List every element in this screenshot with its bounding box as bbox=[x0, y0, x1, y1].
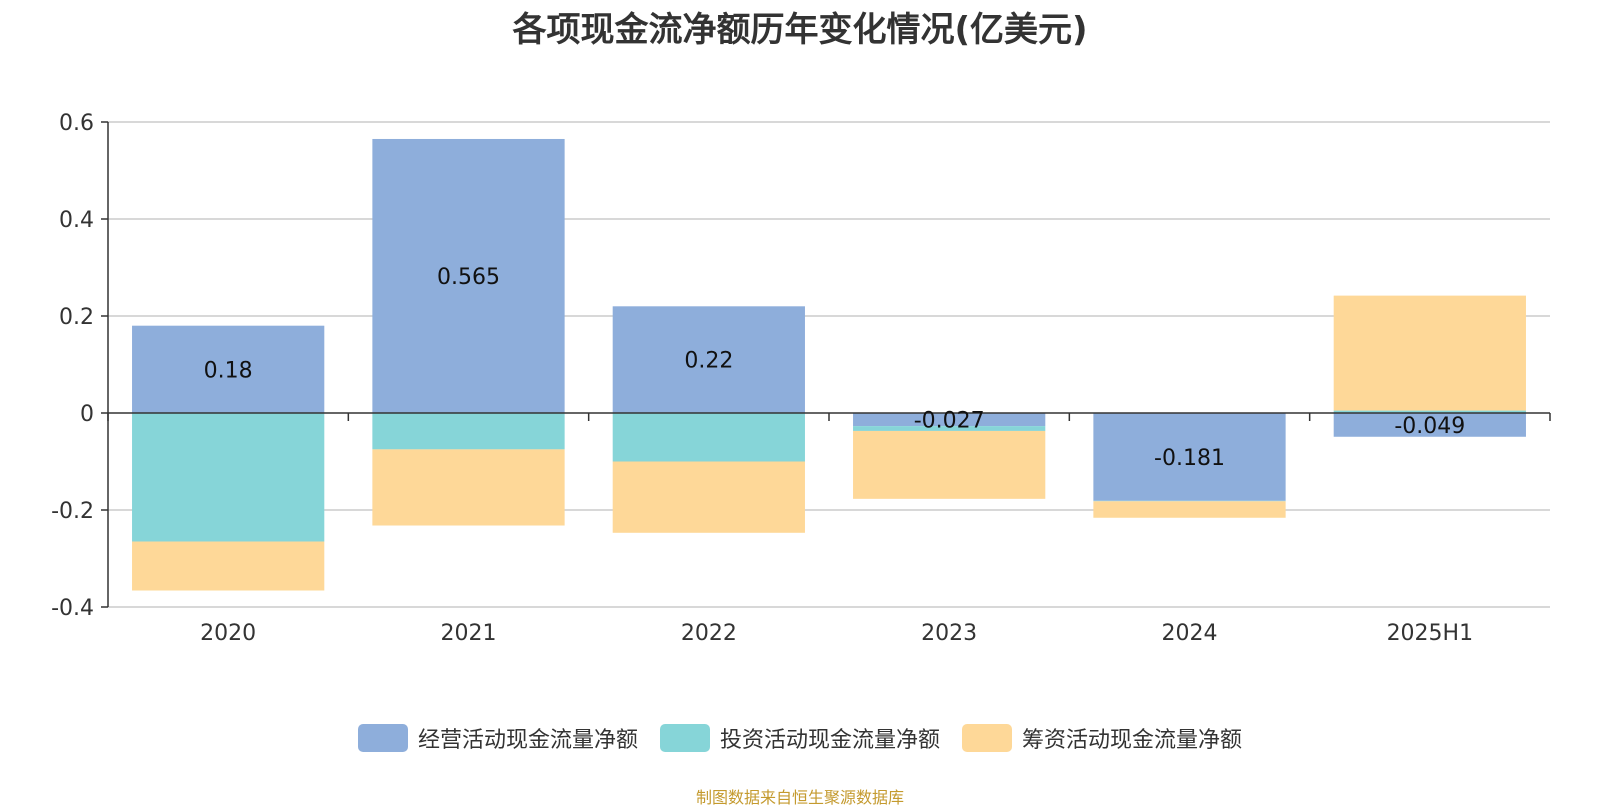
x-tick-label: 2023 bbox=[921, 621, 977, 646]
y-tick-label: 0.2 bbox=[59, 305, 94, 330]
bar-segment bbox=[372, 413, 565, 450]
bar-segment bbox=[1093, 413, 1286, 501]
bar-segment bbox=[1333, 410, 1526, 413]
x-tick-label: 2025H1 bbox=[1387, 621, 1474, 646]
legend-swatch bbox=[659, 724, 710, 752]
legend-swatch bbox=[962, 724, 1012, 752]
y-tick-label: -0.4 bbox=[51, 596, 94, 621]
bar-segment bbox=[1093, 501, 1286, 518]
x-tick-label: 2021 bbox=[441, 621, 497, 646]
bar-segment bbox=[853, 426, 1046, 431]
chart-plot: 0.6 0.4 0.2 0 -0.2 -0.4 0.18 0.565 0.22 -0.027 -0.… bbox=[51, 111, 1551, 646]
data-label: 0.565 bbox=[437, 265, 500, 290]
y-tick-label: 0 bbox=[80, 402, 94, 427]
x-tick-label: 2024 bbox=[1162, 621, 1218, 646]
legend-label: 筹资活动现金流量净额 bbox=[1022, 728, 1243, 753]
legend-label: 经营活动现金流量净额 bbox=[417, 728, 638, 753]
x-tick-label: 2020 bbox=[200, 621, 256, 646]
bar-segment bbox=[372, 138, 565, 413]
bar-segment bbox=[612, 306, 805, 413]
x-tick-label: 2022 bbox=[681, 621, 737, 646]
legend-swatch bbox=[357, 724, 408, 752]
bar-segment bbox=[372, 449, 565, 526]
data-label: 0.22 bbox=[684, 349, 733, 374]
bar-segment bbox=[853, 413, 1046, 427]
legend-item[interactable]: 筹资活动现金流量净额 bbox=[962, 722, 1242, 754]
bar-segment bbox=[132, 413, 325, 542]
chart-title: 各项现金流净额历年变化情况(亿美元) bbox=[512, 10, 1088, 50]
bar-segment bbox=[1333, 413, 1526, 437]
legend-label: 投资活动现金流量净额 bbox=[719, 728, 940, 753]
legend: 经营活动现金流量净额 投资活动现金流量净额 筹资活动现金流量净额 bbox=[0, 722, 1600, 754]
legend-item[interactable]: 投资活动现金流量净额 bbox=[659, 722, 940, 754]
bar-segment bbox=[612, 461, 805, 533]
source-note: 制图数据来自恒生聚源数据库 bbox=[695, 788, 904, 807]
y-tick-label: 0.6 bbox=[59, 111, 94, 136]
y-tick-label: -0.2 bbox=[51, 499, 94, 524]
data-label: -0.181 bbox=[1154, 446, 1225, 471]
data-label: -0.049 bbox=[1394, 414, 1465, 439]
data-label: 0.18 bbox=[204, 358, 253, 383]
legend-item[interactable]: 经营活动现金流量净额 bbox=[357, 722, 638, 754]
bar-segment bbox=[853, 430, 1046, 499]
y-tick-label: 0.4 bbox=[59, 208, 94, 233]
bar-segment bbox=[612, 413, 805, 462]
bar-segment bbox=[132, 325, 325, 413]
bar-segment bbox=[1093, 500, 1286, 502]
bar-segment bbox=[132, 541, 325, 591]
bar-segment bbox=[1333, 295, 1526, 411]
data-label: -0.027 bbox=[914, 409, 985, 434]
